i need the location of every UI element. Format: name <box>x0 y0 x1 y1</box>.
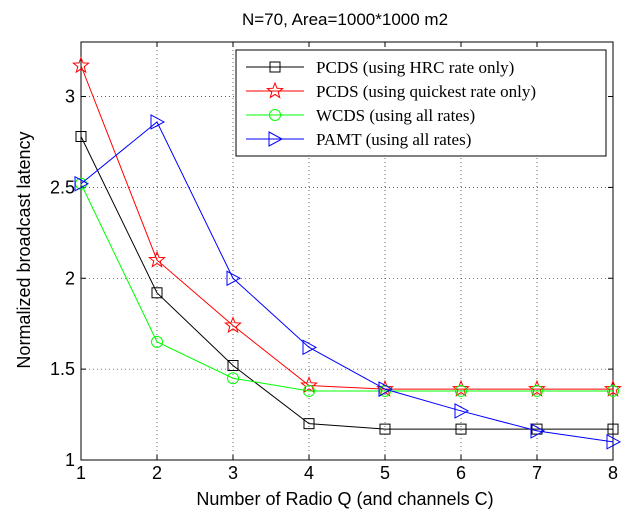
data-point-pcds-hrc <box>379 423 391 435</box>
data-point-pcds-hrc <box>607 423 619 435</box>
x-tick-label: 1 <box>76 463 86 483</box>
data-point-wcds <box>303 384 315 397</box>
data-point-pcds-quickest <box>604 379 622 397</box>
x-tick-label: 6 <box>456 463 466 483</box>
x-tick-label: 2 <box>152 463 162 483</box>
x-tick-label: 7 <box>532 463 542 483</box>
legend-marker-wcds <box>269 109 281 121</box>
series-line-pcds-hrc <box>80 136 613 430</box>
x-tick-label: 8 <box>608 463 618 483</box>
legend-label-pcds-quickest: PCDS (using quickest rate only) <box>316 82 536 101</box>
x-tick-label: 3 <box>228 463 238 483</box>
data-point-pamt <box>378 381 394 397</box>
legend-label-pcds-hrc: PCDS (using HRC rate only) <box>316 58 514 77</box>
legend-label-pamt: PAMT (using all rates) <box>316 130 471 149</box>
x-tick-label: 5 <box>380 463 390 483</box>
data-point-pcds-quickest <box>300 376 318 394</box>
axes-box <box>80 41 614 461</box>
y-axis-label: Normalized broadcast latency <box>14 131 34 368</box>
series-line-pamt <box>80 121 614 443</box>
data-point-pcds-quickest <box>72 56 90 74</box>
series-line-wcds <box>80 183 613 392</box>
legend-marker-pcds-hrc <box>269 61 281 73</box>
data-point-pamt <box>302 339 318 356</box>
data-point-pcds-hrc <box>75 131 87 143</box>
data-point-wcds <box>531 384 543 397</box>
y-tick-label: 3 <box>65 87 75 107</box>
data-point-pcds-hrc <box>455 423 467 435</box>
data-point-pamt <box>530 423 546 439</box>
data-point-wcds <box>607 384 619 397</box>
data-point-pcds-hrc <box>303 418 315 430</box>
y-tick-label: 1 <box>65 450 75 470</box>
series-line-pcds-quickest <box>80 65 613 390</box>
data-point-pcds-hrc <box>151 287 163 299</box>
data-point-pamt <box>606 433 622 450</box>
data-point-pcds-quickest <box>224 316 242 334</box>
data-point-pamt <box>150 114 166 130</box>
legend-box <box>235 49 607 157</box>
chart-title: N=70, Area=1000*1000 m2 <box>242 10 448 29</box>
data-point-wcds <box>455 384 467 397</box>
data-point-pcds-quickest <box>528 379 546 397</box>
y-tick-label: 2.5 <box>50 177 75 197</box>
x-tick-label: 4 <box>304 463 314 483</box>
legend-marker-pcds-quickest <box>266 81 284 99</box>
data-point-pcds-quickest <box>148 250 166 268</box>
data-point-pamt <box>226 270 242 287</box>
data-point-wcds <box>151 335 163 348</box>
x-axis-label: Number of Radio Q (and channels C) <box>196 489 493 509</box>
y-tick-label: 1.5 <box>50 359 75 379</box>
legend-marker-pamt <box>268 131 284 147</box>
data-point-pcds-quickest <box>452 379 470 397</box>
data-point-pamt <box>454 403 470 419</box>
data-point-wcds <box>227 372 239 385</box>
plot-area: 1 2 3 4 5 6 7 8 1 1.5 2 2.5 3 PCDS (using HRC rate on… <box>50 41 622 483</box>
data-point-pcds-hrc <box>227 359 239 371</box>
y-tick-label: 2 <box>65 268 75 288</box>
data-point-pamt <box>74 175 90 192</box>
legend-label-wcds: WCDS (using all rates) <box>316 106 475 125</box>
